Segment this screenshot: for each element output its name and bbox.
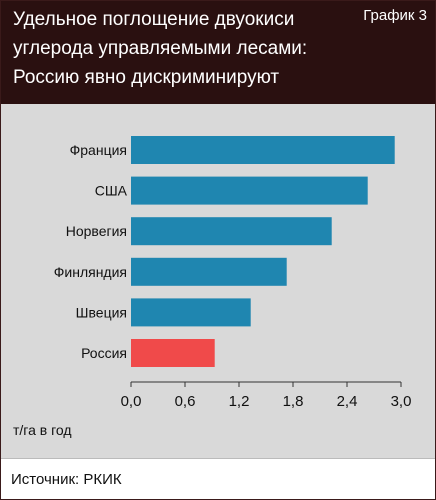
x-tick-label: 0,6 — [175, 393, 196, 410]
category-label: Норвегия — [66, 223, 127, 239]
chart-title-line: Россию явно дискриминируют — [13, 67, 280, 88]
x-tick-label: 2,4 — [337, 393, 358, 410]
x-tick-label: 0,0 — [121, 393, 142, 410]
bar — [131, 176, 368, 205]
chart-title-line: углерода управляемыми лесами: — [13, 38, 308, 59]
category-label: США — [95, 183, 128, 199]
source-note: Источник: РКИК — [11, 471, 122, 488]
chart-footer: Источник: РКИК — [1, 458, 435, 499]
category-label: Финляндия — [54, 264, 127, 280]
x-tick-label: 1,8 — [283, 393, 304, 410]
bar — [131, 257, 287, 286]
bar — [131, 217, 332, 246]
category-label: Россия — [81, 345, 127, 361]
x-tick-label: 3,0 — [391, 393, 412, 410]
chart-title-line: Удельное поглощение двуокиси — [13, 9, 295, 30]
chart-header: Удельное поглощение двуокиси углерода уп… — [1, 1, 435, 104]
chart-number-badge: График 3 — [363, 7, 427, 24]
bar — [131, 298, 251, 327]
x-axis-unit-label: т/га в год — [13, 422, 72, 438]
bar — [131, 339, 215, 367]
category-label: Швеция — [76, 304, 127, 320]
x-tick-label: 1,2 — [229, 393, 250, 410]
chart-title: Удельное поглощение двуокиси углерода уп… — [13, 5, 343, 92]
plot-area: Франция США Норвегия Финляндия Швеция Россия 0… — [1, 104, 435, 458]
bar-chart: Франция США Норвегия Финляндия Швеция Россия 0… — [13, 136, 412, 438]
category-label: Франция — [70, 142, 127, 158]
bar — [131, 136, 395, 164]
